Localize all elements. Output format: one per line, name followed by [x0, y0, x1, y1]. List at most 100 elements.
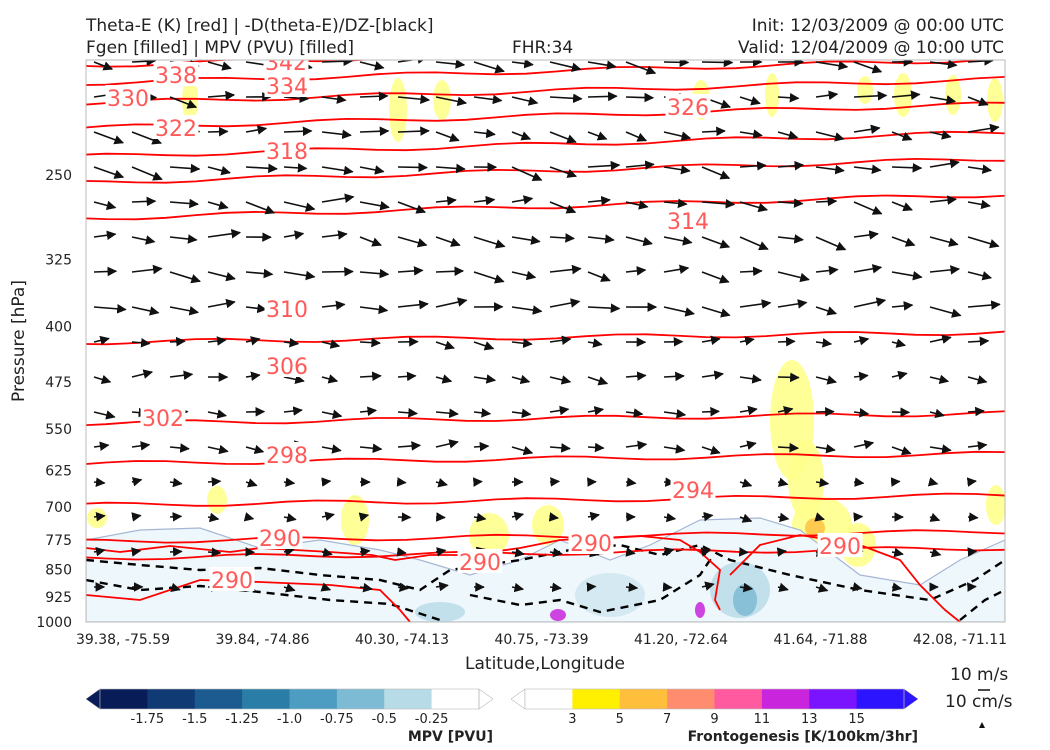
- wind-vector-204: [549, 335, 572, 346]
- contour-label-8: 310: [266, 298, 308, 323]
- wind-vector-106: [473, 195, 496, 206]
- wind-vector-26: [169, 96, 198, 109]
- wind-vector-298: [472, 477, 483, 487]
- wind-vector-239: [967, 375, 988, 385]
- wind-vector-133: [587, 234, 615, 244]
- mpv-colorbar-tick-5: -0.5: [372, 712, 397, 727]
- contour-label-bg-6: [264, 138, 310, 162]
- wind-vector-218: [169, 370, 194, 381]
- wind-vector-312: [93, 511, 106, 522]
- wind-vector-311: [966, 477, 977, 487]
- wind-vector-113: [739, 201, 769, 213]
- y-tick-label-10: 1000: [36, 615, 72, 631]
- theta-e-contour-314: [86, 330, 1005, 346]
- wind-vector-85: [587, 160, 621, 171]
- wind-vector-335: [967, 512, 979, 522]
- contour-label-bg-17: [817, 533, 863, 557]
- contour-label-3: 330: [107, 87, 149, 112]
- wind-vector-137: [739, 236, 769, 251]
- wind-vector-278: [625, 440, 648, 451]
- fgen-area-14: [341, 495, 369, 545]
- wind-vector-339: [207, 547, 222, 558]
- wind-vector-68: [853, 124, 881, 135]
- wind-vector-371: [511, 582, 525, 593]
- wind-vector-374: [625, 582, 639, 593]
- contour-label-0: 342: [265, 51, 307, 76]
- wind-vector-267: [207, 444, 229, 455]
- wind-vector-118: [929, 195, 957, 205]
- wind-vector-292: [245, 478, 258, 488]
- fgen-colorbar-tick-1: 5: [616, 712, 624, 727]
- wind-vector-119: [967, 199, 991, 210]
- wind-vector-97: [131, 196, 157, 207]
- wind-vector-177: [435, 297, 468, 308]
- x-axis-ticks: 39.38, -75.59 39.84, -74.86 40.30, -74.13 4…: [76, 632, 1007, 648]
- wind-vector-67: [815, 131, 845, 142]
- wind-vector-342: [321, 547, 333, 558]
- y-axis-ticks: 250 325 400 475 550 625 700 775 850 925 1000: [36, 168, 72, 631]
- wind-vector-30: [321, 94, 347, 104]
- wind-vector-247: [359, 406, 378, 417]
- wind-vector-8: [397, 60, 428, 64]
- wind-vector-150: [321, 266, 354, 277]
- wind-vector-80: [397, 162, 428, 173]
- wind-vector-171: [207, 298, 236, 309]
- contour-label-1: 338: [155, 64, 197, 89]
- wind-vector-243: [207, 409, 227, 419]
- wind-vector-291: [207, 476, 222, 487]
- wind-vector-134: [625, 236, 653, 247]
- contour-label-bg-13: [257, 525, 303, 549]
- wind-vector-166: [929, 265, 961, 275]
- wind-vector-174: [321, 300, 346, 311]
- wind-vector-34: [473, 94, 503, 105]
- wind-vector-115: [815, 196, 838, 207]
- wind-vector-307: [815, 477, 830, 488]
- wind-vector-265: [131, 441, 151, 451]
- wind-vector-280: [701, 445, 721, 455]
- wind-vector-1: [131, 60, 157, 67]
- wind-vector-59: [511, 131, 532, 141]
- wind-vector-114: [777, 198, 804, 208]
- wind-vector-310: [927, 477, 939, 487]
- wind-key-horizontal: 10 m/s: [950, 665, 1008, 685]
- contour-label-15: 290: [459, 551, 501, 576]
- wind-vector-195: [207, 336, 227, 346]
- wind-vector-83: [511, 166, 543, 181]
- wind-vector-358: [929, 547, 942, 558]
- wind-vector-105: [435, 196, 457, 206]
- theta-e-contour-326: [86, 130, 1005, 157]
- wind-vector-141: [891, 236, 916, 247]
- wind-vector-345: [435, 547, 447, 557]
- fgen-area-2: [433, 80, 451, 120]
- wind-vector-145: [131, 264, 163, 275]
- contour-label-bg-16: [568, 530, 614, 554]
- mpv-colorbar-swatch-5: [336, 689, 385, 709]
- wind-vector-373: [586, 582, 597, 592]
- wind-vector-199: [359, 337, 381, 348]
- theta-e-contour-302: [86, 492, 1005, 507]
- mpv-area-low: [86, 518, 1005, 622]
- wind-vector-331: [814, 512, 825, 522]
- wind-vector-354: [776, 547, 787, 557]
- wind-vector-116: [853, 201, 883, 215]
- wind-vector-313: [131, 512, 142, 522]
- wind-vector-176: [397, 299, 429, 310]
- wind-vector-45: [891, 90, 921, 100]
- wind-vector-220: [245, 371, 261, 381]
- y-tick-label-3: 475: [45, 375, 72, 391]
- wind-vector-126: [321, 230, 348, 240]
- contour-labels: 342 338 334 330 326 322 318 314 310 306 302 298 294 2…: [105, 51, 863, 594]
- wind-vector-287: [967, 441, 988, 451]
- wind-vector-55: [359, 126, 390, 137]
- wind-vector-180: [549, 298, 581, 308]
- wind-vector-223: [359, 371, 382, 382]
- x-tick-label-0: 39.38, -75.59: [76, 632, 170, 648]
- wind-vector-193: [131, 337, 151, 348]
- wind-vector-99: [207, 200, 229, 210]
- contour-label-bg-10: [140, 405, 186, 429]
- x-axis-label: Latitude,Longitude: [465, 654, 625, 674]
- wind-vector-84: [549, 166, 578, 178]
- wind-vector-96: [93, 200, 117, 211]
- wind-vector-71: [967, 123, 1000, 134]
- wind-vector-78: [321, 165, 354, 176]
